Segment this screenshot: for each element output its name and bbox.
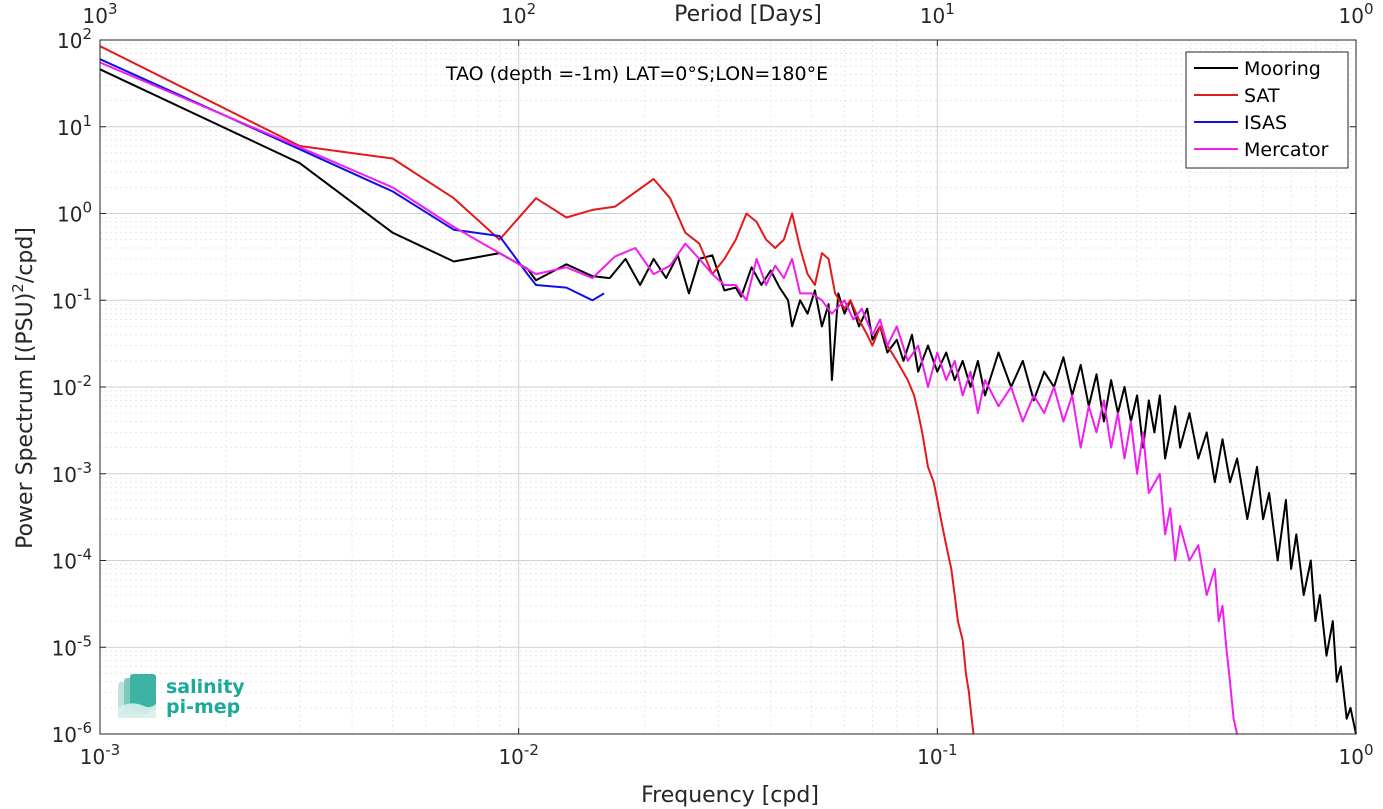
series-line-mercator bbox=[99, 61, 1239, 735]
top-x-axis-label: Period [Days] bbox=[674, 2, 822, 27]
legend-entry: Mooring bbox=[1244, 58, 1321, 80]
y-axis-label-main: Power Spectrum [(PSU) bbox=[13, 293, 38, 549]
top-x-tick-label: 100 bbox=[1339, 0, 1374, 28]
series-line-sat bbox=[99, 45, 975, 735]
series-lines bbox=[99, 45, 1357, 735]
logo-mark-icon bbox=[118, 674, 156, 718]
y-tick-label: 10-5 bbox=[52, 632, 92, 660]
y-tick-label: 100 bbox=[57, 199, 92, 227]
legend: Mooring SAT ISAS Mercator bbox=[1185, 51, 1349, 169]
x-tick-label: 100 bbox=[1339, 741, 1374, 769]
x-tick-label: 10-3 bbox=[80, 741, 120, 769]
x-axis-label: Frequency [cpd] bbox=[641, 783, 819, 808]
top-x-tick-label: 101 bbox=[920, 0, 955, 28]
y-tick-label: 10-2 bbox=[52, 372, 92, 400]
y-tick-label: 10-1 bbox=[52, 285, 92, 313]
y-axis-label-unit: /cpd] bbox=[13, 227, 38, 283]
logo-text-line2: pi-mep bbox=[166, 696, 240, 718]
x-tick-label: 10-1 bbox=[917, 741, 957, 769]
logo-text-line1: salinity bbox=[166, 676, 245, 698]
chart-annotation: TAO (depth =-1m) LAT=0°S;LON=180°E bbox=[445, 63, 828, 85]
series-line-mooring bbox=[99, 68, 1357, 735]
y-tick-label: 10-3 bbox=[52, 459, 92, 487]
grid bbox=[99, 40, 1356, 735]
y-tick-label: 101 bbox=[57, 112, 92, 140]
y-tick-label: 10-4 bbox=[52, 546, 92, 574]
salinity-pi-mep-logo: salinity pi-mep bbox=[118, 674, 245, 718]
legend-entry: ISAS bbox=[1244, 112, 1287, 134]
y-axis-label: Power Spectrum [(PSU)2/cpd] bbox=[9, 227, 38, 549]
y-tick-label: 10-6 bbox=[52, 719, 92, 747]
y-tick-label: 102 bbox=[57, 25, 92, 53]
series-line-isas bbox=[99, 58, 605, 302]
legend-entry: Mercator bbox=[1244, 139, 1329, 161]
x-tick-label: 10-2 bbox=[498, 741, 538, 769]
y-axis-label-sup: 2 bbox=[9, 283, 27, 293]
top-x-tick-label: 103 bbox=[83, 0, 118, 28]
legend-entry: SAT bbox=[1244, 85, 1280, 107]
top-x-tick-label: 102 bbox=[501, 0, 536, 28]
